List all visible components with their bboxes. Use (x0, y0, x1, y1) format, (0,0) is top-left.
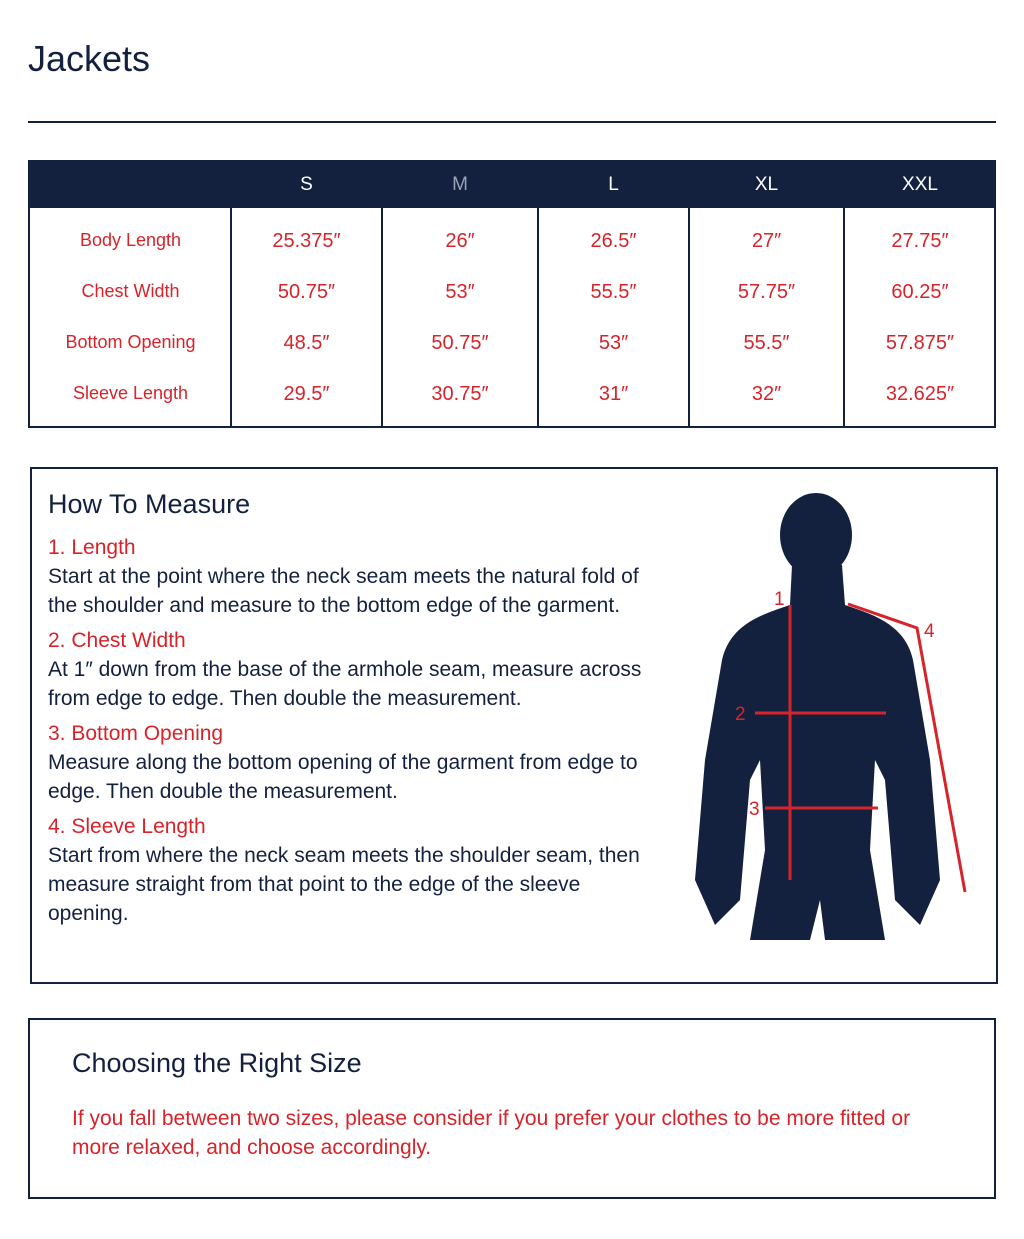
column-divider (381, 208, 383, 428)
column-header: M (452, 174, 468, 195)
size-value: 27.75″ (891, 230, 949, 252)
size-value: 60.25″ (891, 281, 949, 303)
size-value: 48.5″ (283, 332, 330, 354)
size-value: 26″ (445, 230, 475, 252)
size-value: 57.75″ (737, 281, 796, 303)
measure-box: How To Measure 1. Length Start at the poi… (30, 467, 998, 984)
choosing-title: Choosing the Right Size (72, 1048, 362, 1078)
step-text: At 1″ down from the base of the armhole … (48, 658, 642, 710)
column-divider (230, 208, 232, 428)
divider (28, 121, 996, 123)
size-value: 29.5″ (283, 383, 330, 405)
size-table: S M L XL XXL Body Length 25.375″ 26″ 26.5″ 27″ 27.… (28, 160, 996, 428)
size-value: 55.5″ (743, 332, 790, 354)
column-divider (537, 208, 539, 428)
row-label: Chest Width (81, 281, 180, 301)
row-label: Body Length (79, 230, 182, 250)
body-figure: 1 2 3 4 (695, 493, 967, 940)
size-value: 32.625″ (885, 383, 955, 405)
step-heading: 4. Sleeve Length (48, 815, 206, 838)
step-heading: 1. Length (48, 536, 136, 559)
figure-head (780, 493, 852, 577)
size-value: 55.5″ (590, 281, 637, 303)
measure-title: How To Measure (48, 489, 251, 519)
size-value: 25.375″ (272, 230, 341, 252)
size-value: 32″ (751, 383, 782, 405)
row-label: Bottom Opening (65, 332, 196, 352)
figure-label: 4 (924, 621, 935, 642)
size-value: 57.875″ (885, 332, 955, 354)
column-header: XL (754, 174, 779, 195)
measure-steps: 1. Length Start at the point where the ne… (48, 527, 648, 928)
choosing-text: If you fall between two sizes, please co… (72, 1107, 911, 1159)
row-label: Sleeve Length (72, 383, 189, 403)
size-value: 53″ (598, 332, 629, 354)
figure-label: 1 (774, 589, 785, 610)
column-divider (688, 208, 690, 428)
step-text: Measure along the bottom opening of the … (48, 751, 638, 803)
step-heading: 2. Chest Width (48, 629, 186, 652)
column-header: L (608, 174, 619, 195)
column-divider (843, 208, 845, 428)
measure-line (847, 602, 967, 893)
step-text: Start at the point where the neck seam m… (48, 565, 639, 617)
size-value: 31″ (598, 383, 629, 405)
figure-label: 3 (749, 799, 760, 820)
size-value: 27″ (751, 230, 782, 252)
column-header: XXL (902, 174, 938, 195)
step-text: Start from where the neck seam meets the… (48, 844, 640, 925)
step-heading: 3. Bottom Opening (48, 722, 224, 745)
size-value: 53″ (445, 281, 475, 303)
figure-label: 2 (735, 704, 746, 725)
size-value: 30.75″ (431, 383, 489, 405)
page-title: Jackets (28, 38, 151, 79)
table-header (30, 162, 994, 208)
size-value: 50.75″ (277, 281, 336, 303)
column-header: S (300, 174, 313, 195)
choosing-box: Choosing the Right Size If you fall betw… (28, 1018, 996, 1199)
size-value: 50.75″ (431, 332, 489, 354)
figure-body (695, 565, 940, 940)
size-value: 26.5″ (590, 230, 637, 252)
